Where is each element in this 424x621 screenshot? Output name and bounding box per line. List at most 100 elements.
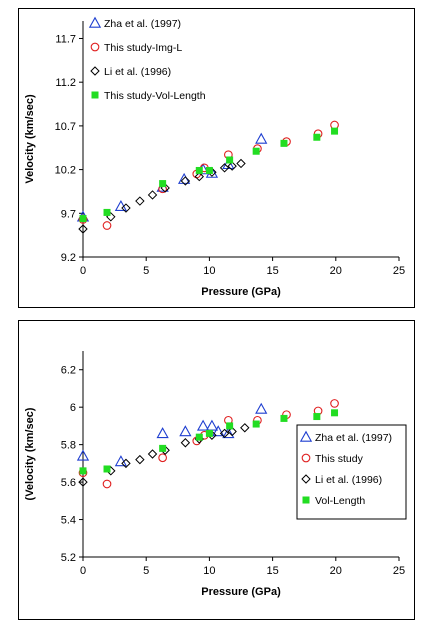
top-data-point	[135, 196, 145, 206]
bottom-y-tick-label: 5.6	[61, 477, 76, 489]
top-legend-label: Li et al. (1996)	[104, 66, 171, 78]
bottom-data-point	[76, 449, 90, 461]
top-x-tick-label: 20	[330, 265, 342, 277]
bottom-data-point	[330, 399, 339, 408]
bottom-data-point	[180, 438, 191, 448]
top-data-point	[78, 224, 88, 234]
bottom-data-point	[103, 465, 111, 473]
bottom-series-3	[79, 409, 339, 475]
top-legend-label: Zha et al. (1997)	[104, 18, 181, 30]
top-data-point	[236, 158, 246, 169]
top-x-tick-label: 0	[80, 265, 86, 277]
top-data-point	[255, 132, 268, 144]
top-data-point	[331, 127, 339, 135]
bottom-data-point	[147, 449, 158, 459]
chart-bottom-svg: 0 5 10 15 20 25 5.2 5.4 5.6 5.8 6 6.2 Pressure (GPa)…	[24, 351, 407, 598]
bottom-data-point	[226, 422, 234, 430]
bottom-x-tick-label: 0	[80, 565, 86, 577]
top-legend-marker	[90, 42, 100, 52]
top-y-axis-label: Velocity (km/sec)	[24, 94, 36, 184]
bottom-x-tick-label: 25	[393, 565, 405, 577]
bottom-data-point	[252, 420, 260, 428]
bottom-data-point	[121, 458, 131, 469]
bottom-data-point	[79, 467, 87, 475]
top-y-tick-label: 11.7	[55, 33, 76, 45]
bottom-data-point	[227, 426, 237, 437]
bottom-data-point	[102, 479, 112, 489]
bottom-data-point	[219, 428, 230, 439]
bottom-legend-label: Zha et al. (1997)	[315, 432, 392, 444]
bottom-y-tick-label: 6	[70, 402, 76, 414]
top-data-point	[219, 163, 230, 173]
top-series-1	[78, 120, 339, 230]
bottom-series-0	[76, 402, 268, 467]
top-y-tick-label: 9.7	[61, 208, 76, 220]
top-data-point	[147, 190, 158, 200]
bottom-data-point	[280, 414, 288, 422]
top-data-point	[227, 161, 237, 171]
top-data-point	[195, 166, 203, 174]
bottom-legend-label: Li et al. (1996)	[315, 474, 382, 486]
bottom-data-point	[195, 433, 203, 441]
top-x-tick-label: 25	[393, 265, 405, 277]
bottom-legend-box	[296, 424, 407, 520]
bottom-data-point	[313, 413, 321, 421]
bottom-data-point	[159, 444, 167, 452]
chart-top-svg: 0 5 10 15 20 25 9.2 9.7 10.2 10.7 11.2 11.7 Pressure…	[24, 16, 405, 298]
bottom-x-tick-label: 5	[143, 565, 149, 577]
top-x-tick-label: 10	[203, 265, 215, 277]
bottom-y-tick-label: 5.4	[61, 515, 76, 527]
bottom-data-point	[222, 427, 235, 439]
top-y-tick-label: 9.2	[61, 252, 76, 264]
top-y-tick-label: 10.7	[55, 121, 76, 133]
top-data-point	[102, 221, 112, 230]
top-data-point	[205, 166, 213, 174]
bottom-x-axis-label: Pressure (GPa)	[201, 586, 281, 598]
bottom-data-point	[212, 425, 225, 437]
bottom-y-tick-label: 6.2	[61, 365, 76, 377]
top-data-point	[180, 176, 191, 186]
bottom-x-tick-label: 10	[203, 565, 215, 577]
top-y-tick-label: 11.2	[55, 77, 76, 89]
top-legend-label: This study-Img-L	[104, 42, 182, 54]
top-series-2	[78, 158, 246, 234]
bottom-x-tick-label: 15	[266, 565, 278, 577]
top-data-point	[114, 199, 128, 212]
bottom-data-point	[135, 454, 145, 465]
top-data-point	[103, 208, 111, 216]
bottom-data-point	[196, 419, 210, 431]
top-x-tick-label: 5	[143, 265, 149, 277]
bottom-data-point	[156, 427, 169, 439]
bottom-data-point	[78, 477, 88, 487]
bottom-legend-marker	[302, 496, 310, 504]
bottom-legend-label: Vol-Length	[315, 495, 365, 507]
top-legend-marker	[88, 16, 102, 28]
bottom-data-point	[114, 455, 128, 467]
top-legend-label: This study-Vol-Length	[104, 90, 206, 102]
bottom-legend-marker	[299, 430, 313, 442]
top-data-point	[79, 215, 87, 223]
bottom-x-tick-label: 20	[330, 565, 342, 577]
top-x-axis-label: Pressure (GPa)	[201, 286, 281, 298]
top-data-point	[121, 203, 131, 213]
chart-panel-top: 0 5 10 15 20 25 9.2 9.7 10.2 10.7 11.2 11.7 Pressure…	[18, 8, 415, 308]
bottom-y-tick-label: 5.2	[61, 552, 76, 564]
bottom-y-axis-label: (Velocity (km/sec)	[24, 407, 36, 500]
bottom-legend-marker	[301, 474, 311, 484]
bottom-legend-label: This study	[315, 453, 364, 465]
bottom-data-point	[255, 402, 268, 414]
bottom-data-point	[179, 425, 192, 437]
bottom-data-point	[205, 419, 219, 431]
top-legend-marker	[90, 66, 100, 76]
top-data-point	[226, 156, 234, 164]
top-legend-marker	[91, 91, 99, 99]
top-data-point	[313, 133, 321, 141]
bottom-data-point	[240, 423, 250, 433]
top-x-tick-label: 15	[266, 265, 278, 277]
top-data-point	[159, 180, 167, 188]
chart-panel-bottom: 0 5 10 15 20 25 5.2 5.4 5.6 5.8 6 6.2 Pressure (GPa)…	[18, 320, 415, 620]
top-series-3	[79, 127, 339, 223]
bottom-data-point	[331, 409, 339, 417]
bottom-data-point	[158, 453, 167, 463]
bottom-series-2	[78, 423, 250, 487]
